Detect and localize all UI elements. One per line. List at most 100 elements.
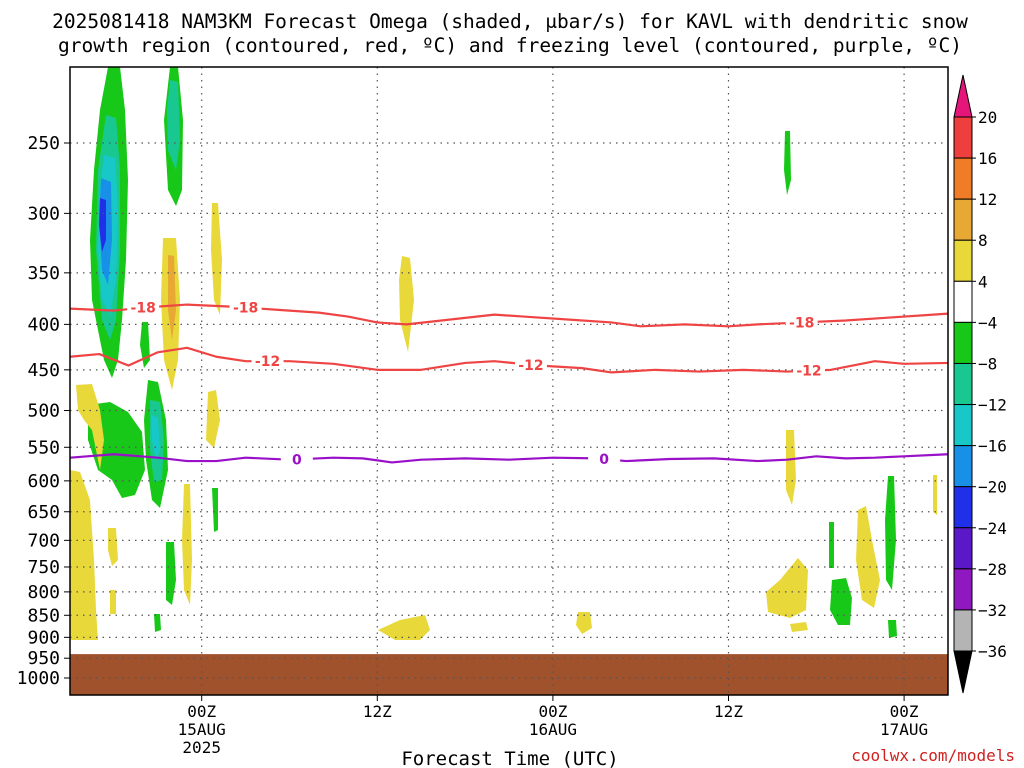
omega-region-yellow	[378, 615, 430, 640]
omega-region-yellow	[786, 430, 796, 505]
y-axis: 2503003504004505005506006507007508008509…	[17, 133, 70, 689]
x-tick-date-label: 15AUG	[178, 720, 226, 739]
contour-label: -18	[233, 301, 258, 317]
x-tick-year-label: 2025	[182, 738, 221, 757]
gridlines	[70, 67, 948, 695]
omega-region-yellow	[76, 384, 104, 470]
x-tick-date-label: 17AUG	[880, 720, 928, 739]
omega-region-green	[154, 614, 161, 632]
x-tick-date-label: 16AUG	[529, 720, 577, 739]
omega-region-green	[830, 578, 852, 625]
x-tick-label: 00Z	[187, 702, 216, 721]
y-tick-label: 300	[27, 203, 60, 224]
contour-label: 0	[292, 452, 302, 468]
contour-label: -12	[518, 358, 543, 374]
y-tick-label: 400	[27, 314, 60, 335]
contour-label: -18	[131, 301, 156, 317]
contour-label-bg	[229, 299, 262, 314]
colorbar-label: 20	[978, 108, 997, 127]
omega-region-teal	[167, 80, 180, 170]
x-tick-label: 12Z	[363, 702, 392, 721]
colorbar-label: −8	[978, 354, 997, 373]
y-tick-label: 450	[27, 360, 60, 381]
omega-region-green	[888, 620, 897, 638]
contour-label-bg	[280, 451, 313, 466]
y-tick-label: 650	[27, 502, 60, 523]
contour-label-bg	[588, 451, 621, 466]
contour-label-bg	[251, 353, 284, 368]
y-tick-label: 1000	[17, 668, 60, 689]
omega-region-yellow	[211, 203, 222, 315]
y-tick-label: 750	[27, 557, 60, 578]
chart-title-line2: growth region (contoured, red, ºC) and f…	[58, 34, 962, 57]
contour-label-bg	[792, 362, 825, 377]
colorbar-label: −20	[978, 478, 1007, 497]
omega-region-green	[88, 402, 145, 498]
omega-region-yellow	[206, 390, 220, 448]
omega-region-orange	[168, 255, 176, 340]
colorbar-box	[953, 157, 973, 200]
colorbar-box	[953, 239, 973, 282]
colorbar-label: −16	[978, 437, 1007, 456]
y-tick-label: 550	[27, 437, 60, 458]
colorbar-box	[953, 445, 973, 488]
y-tick-label: 500	[27, 401, 60, 422]
omega-region-yellow	[933, 475, 937, 515]
contour-label: -12	[255, 354, 280, 370]
colorbar-label: −4	[978, 313, 997, 332]
colorbar: 20 16 12 8 4 −4 −8 −12 −16 −20 −24 −28 −32 −36	[953, 74, 1007, 694]
x-tick-label: 00Z	[890, 702, 919, 721]
y-tick-label: 800	[27, 582, 60, 603]
y-tick-label: 900	[27, 627, 60, 648]
contour-line	[69, 453, 949, 464]
omega-region-yellow	[399, 256, 414, 352]
colorbar-box	[953, 609, 973, 652]
colorbar-box	[953, 362, 973, 406]
x-tick-label: 00Z	[538, 702, 567, 721]
omega-region-green	[212, 488, 218, 532]
colorbar-box	[953, 280, 973, 323]
credit-link[interactable]: coolwx.com/models	[851, 746, 1015, 765]
colorbar-box	[953, 404, 973, 447]
plot-frame	[69, 66, 949, 696]
contour-label-bg	[514, 356, 547, 371]
omega-region-yellow	[576, 612, 592, 634]
omega-region-cyan	[151, 415, 160, 460]
omega-region-green	[829, 522, 834, 568]
colorbar-label: 16	[978, 149, 997, 168]
colorbar-box	[953, 116, 973, 159]
omega-region-green	[885, 476, 896, 590]
contour-label-bg	[785, 314, 818, 329]
omega-region-yellow	[790, 622, 808, 632]
y-tick-label: 250	[27, 133, 60, 154]
colorbar-label: −32	[978, 601, 1007, 620]
colorbar-label: 12	[978, 190, 997, 209]
colorbar-label: −36	[978, 642, 1007, 661]
contour-label-bg	[127, 299, 160, 314]
chart-title-line1: 2025081418 NAM3KM Forecast Omega (shaded…	[52, 10, 968, 33]
omega-region-yellow	[856, 506, 880, 608]
colorbar-box	[953, 321, 973, 364]
omega-shading	[70, 67, 937, 640]
omega-region-deep-blue	[99, 198, 106, 252]
omega-region-yellow	[110, 590, 116, 614]
ground-fill	[70, 654, 948, 695]
y-tick-label: 350	[27, 263, 60, 284]
colorbar-top-arrow	[953, 74, 973, 118]
colorbar-label: −12	[978, 396, 1007, 415]
colorbar-box	[953, 198, 973, 241]
temperature-contours: -18 -18 -18 -12 -12 -12 0 0	[69, 299, 949, 468]
contour-label: -18	[789, 315, 814, 331]
colorbar-box	[953, 486, 973, 529]
x-tick-label: 12Z	[714, 702, 743, 721]
omega-region-yellow	[766, 558, 808, 618]
omega-region-yellow	[70, 470, 98, 640]
colorbar-box	[953, 527, 973, 570]
colorbar-bottom-arrow	[953, 650, 973, 694]
omega-region-green	[166, 542, 176, 605]
colorbar-label: 8	[978, 231, 988, 250]
omega-region-green	[784, 131, 791, 195]
colorbar-label: −28	[978, 560, 1007, 579]
